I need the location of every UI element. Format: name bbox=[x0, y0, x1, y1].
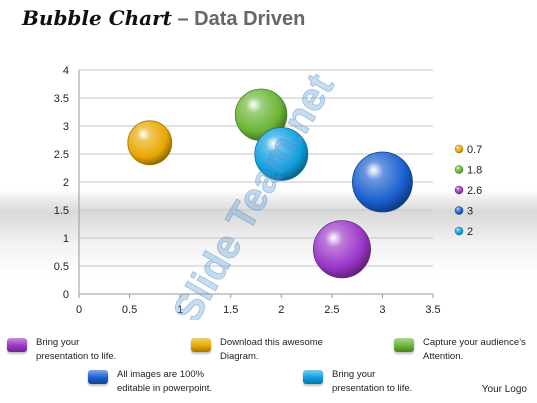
bubble-2 bbox=[254, 127, 309, 181]
note-text: Download this awesome Diagram. bbox=[220, 337, 323, 362]
y-tick-label: 0.5 bbox=[54, 261, 69, 273]
note-text: Bring your presentation to life. bbox=[332, 369, 413, 394]
x-tick-label: 2 bbox=[278, 304, 284, 316]
footer-note: Capture your audience’s Attention. bbox=[394, 336, 526, 364]
y-tick-label: 1 bbox=[63, 233, 69, 245]
y-tick-label: 3 bbox=[63, 121, 69, 133]
legend-label: 3 bbox=[467, 206, 473, 218]
note-swatch bbox=[88, 370, 108, 384]
x-tick-label: 0 bbox=[76, 304, 82, 316]
logo-placeholder: Your Logo bbox=[481, 384, 527, 395]
legend-label: 1.8 bbox=[467, 165, 482, 177]
note-text: All images are 100% editable in powerpoi… bbox=[117, 369, 213, 394]
y-tick-label: 2.5 bbox=[54, 149, 69, 161]
legend-label: 2.6 bbox=[467, 185, 482, 197]
legend-label: 2 bbox=[467, 226, 473, 238]
bubbles bbox=[127, 88, 413, 279]
title-main: Bubble Chart bbox=[22, 6, 172, 30]
note-swatch bbox=[7, 338, 27, 352]
x-tick-label: 2.5 bbox=[324, 304, 339, 316]
bubble-3 bbox=[352, 151, 413, 213]
legend-label: 0.7 bbox=[467, 144, 482, 156]
note-text: Bring your presentation to life. bbox=[36, 337, 117, 362]
footer-note: Download this awesome Diagram. bbox=[191, 336, 323, 364]
title-separator: – bbox=[171, 8, 195, 30]
y-tick-label: 2 bbox=[63, 177, 69, 189]
legend-marker bbox=[454, 165, 464, 174]
x-tick-label: 1.5 bbox=[223, 304, 238, 316]
legend-marker bbox=[454, 144, 464, 154]
note-swatch bbox=[191, 338, 211, 352]
note-swatch bbox=[303, 370, 323, 384]
title-sub: Data Driven bbox=[194, 8, 306, 30]
footer-note: Bring your presentation to life. bbox=[303, 368, 412, 396]
page-title: Bubble Chart – Data Driven bbox=[22, 6, 305, 31]
bubble-0.7 bbox=[127, 120, 173, 166]
x-tick-label: 1 bbox=[177, 304, 183, 316]
x-tick-label: 3 bbox=[379, 304, 385, 316]
legend: 0.7 1.8 2.6 3 2 bbox=[454, 144, 482, 238]
footer-note: Bring your presentation to life. bbox=[7, 336, 116, 364]
x-tick-label: 0.5 bbox=[122, 304, 137, 316]
y-tick-label: 1.5 bbox=[54, 205, 69, 217]
bubble-2.6 bbox=[312, 220, 371, 279]
x-tick-label: 3.5 bbox=[425, 304, 440, 316]
legend-marker bbox=[454, 206, 464, 215]
footer-note: All images are 100% editable in powerpoi… bbox=[88, 368, 212, 396]
x-tick-labels: 0 0.5 1 1.5 2 2.5 3 3.5 bbox=[76, 294, 441, 316]
note-text: Capture your audience’s Attention. bbox=[423, 337, 526, 362]
bubble-chart: 00.511.522.533.54 0 0.5 1 1.5 2 2.5 3 3.5 Slide… bbox=[54, 65, 483, 320]
y-tick-label: 4 bbox=[63, 65, 69, 77]
legend-marker bbox=[454, 185, 464, 195]
y-tick-label: 0 bbox=[63, 289, 69, 301]
note-swatch bbox=[394, 338, 414, 352]
y-tick-label: 3.5 bbox=[54, 93, 69, 105]
y-tick-labels: 0 0.5 1 1.5 2 2.5 3 3.5 4 bbox=[54, 65, 69, 301]
legend-marker bbox=[454, 226, 464, 236]
